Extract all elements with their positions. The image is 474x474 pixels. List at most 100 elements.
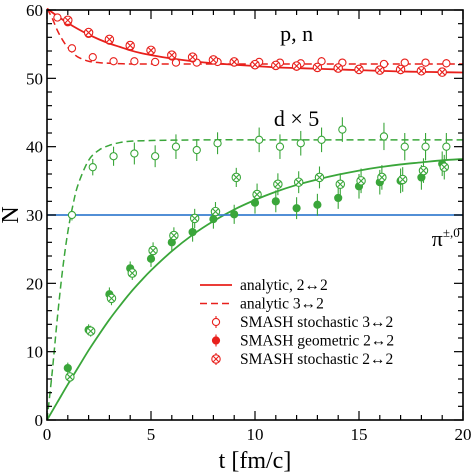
point-smash-stochastic-2-2 <box>375 65 385 75</box>
point-smash-stochastic-2-2 <box>333 63 343 73</box>
marker-open-circle <box>275 142 285 151</box>
point-smash-geometric-2-2 <box>271 190 280 213</box>
marker-cross <box>108 294 115 302</box>
point-smash-stochastic-2-2 <box>416 66 427 76</box>
marker-open-circle <box>130 149 139 158</box>
point-smash-stochastic-2-2 <box>63 15 73 25</box>
marker-open-circle <box>109 152 118 161</box>
marker-cross <box>399 176 407 183</box>
marker-open-circle <box>296 139 305 148</box>
point-smash-stochastic-3-2 <box>379 122 389 151</box>
point-smash-stochastic-3-2 <box>171 134 181 159</box>
marker-cross <box>147 46 155 54</box>
point-smash-stochastic-3-2 <box>151 145 160 168</box>
point-smash-stochastic-2-2 <box>146 45 156 56</box>
marker-open-circle <box>442 59 451 68</box>
annotation-pn: p, n <box>280 21 313 46</box>
x-tick-label: 10 <box>247 425 264 444</box>
point-smash-stochastic-2-2 <box>335 173 346 196</box>
point-smash-stochastic-2-2 <box>250 59 260 70</box>
marker-cross <box>355 66 363 73</box>
legend-item: analytic 3↔2 <box>200 296 324 313</box>
marker-cross <box>293 62 300 70</box>
legend-label: analytic, 2↔2 <box>240 277 328 294</box>
marker-cross <box>316 174 323 181</box>
marker-cross <box>251 61 259 69</box>
legend-item: SMASH stochastic 2↔2 <box>211 351 393 368</box>
marker-open-circle <box>151 152 160 161</box>
point-smash-stochastic-2-2 <box>85 325 96 337</box>
point-smash-stochastic-2-2 <box>312 62 323 73</box>
curve-analytic-2-2-solid <box>46 158 464 421</box>
marker-cross <box>170 232 178 239</box>
legend-item: SMASH stochastic 3↔2 <box>211 314 393 331</box>
point-smash-stochastic-2-2 <box>167 50 177 60</box>
point-smash-stochastic-3-2 <box>130 57 139 66</box>
point-smash-stochastic-3-2 <box>442 59 451 68</box>
curve-analytic-3-2-dashed <box>46 8 463 65</box>
point-smash-stochastic-2-2 <box>252 183 262 206</box>
marker-open-circle <box>171 58 181 67</box>
point-smash-stochastic-3-2 <box>275 134 285 159</box>
marker-cross <box>126 42 134 49</box>
marker-open-circle <box>213 139 222 148</box>
x-tick-label: 20 <box>455 425 472 444</box>
marker-open-circle <box>379 132 389 141</box>
marker-cross <box>212 355 220 363</box>
point-smash-stochastic-3-2 <box>255 127 264 153</box>
point-smash-geometric-2-2 <box>63 362 72 374</box>
marker-open-circle <box>130 57 139 66</box>
point-smash-stochastic-2-2 <box>189 208 200 228</box>
marker-open-circle <box>151 57 160 67</box>
marker-cross <box>438 68 446 76</box>
annotation-pion-superscript: ±,0 <box>443 225 460 240</box>
marker-cross <box>314 64 321 71</box>
point-smash-stochastic-2-2 <box>229 57 239 67</box>
x-axis-label: t [fm/c] <box>219 448 292 474</box>
marker-filled-circle <box>313 200 322 209</box>
marker-cross <box>87 327 95 335</box>
point-smash-stochastic-3-2 <box>400 58 409 67</box>
point-smash-stochastic-3-2 <box>317 127 326 153</box>
marker-open-circle <box>171 142 181 151</box>
point-smash-stochastic-3-2 <box>400 133 409 161</box>
point-smash-stochastic-3-2 <box>421 58 430 67</box>
y-axis-label: N <box>0 206 24 223</box>
marker-cross <box>295 178 303 186</box>
point-smash-stochastic-2-2 <box>210 202 221 222</box>
marker-open-circle <box>400 142 409 151</box>
point-smash-stochastic-3-2 <box>109 146 118 166</box>
point-smash-stochastic-2-2 <box>354 64 364 75</box>
marker-cross <box>272 61 280 69</box>
marker-open-circle <box>67 210 77 220</box>
marker-cross <box>149 247 157 254</box>
annotation-deuteron: d × 5 <box>274 106 319 131</box>
marker-open-circle <box>88 53 97 62</box>
point-smash-stochastic-2-2 <box>65 371 75 383</box>
point-smash-stochastic-2-2 <box>148 242 158 259</box>
point-smash-stochastic-2-2 <box>127 266 138 280</box>
ticks-layer: 0 5 10 15 20 0 10 20 30 40 50 60 <box>26 1 472 444</box>
point-smash-stochastic-3-2 <box>67 44 77 53</box>
point-smash-stochastic-3-2 <box>88 158 97 176</box>
marker-open-circle <box>317 135 326 144</box>
point-smash-stochastic-2-2 <box>377 165 387 190</box>
marker-cross <box>64 16 72 24</box>
marker-open-circle <box>379 59 389 69</box>
point-smash-stochastic-3-2 <box>67 209 77 221</box>
point-smash-stochastic-2-2 <box>439 154 450 180</box>
point-smash-stochastic-2-2 <box>187 52 198 62</box>
annotation-pion: π±,0 <box>432 225 460 251</box>
marker-cross <box>378 174 386 181</box>
point-smash-stochastic-2-2 <box>83 27 94 38</box>
point-smash-stochastic-3-2 <box>338 117 347 142</box>
point-smash-geometric-2-2 <box>230 204 239 224</box>
marker-cross <box>397 66 404 73</box>
marker-cross <box>357 177 365 185</box>
legend-label: SMASH stochastic 3↔2 <box>240 314 393 331</box>
marker-cross <box>440 163 448 171</box>
marker-cross <box>212 208 219 215</box>
legend-label: SMASH geometric 2↔2 <box>240 333 394 350</box>
